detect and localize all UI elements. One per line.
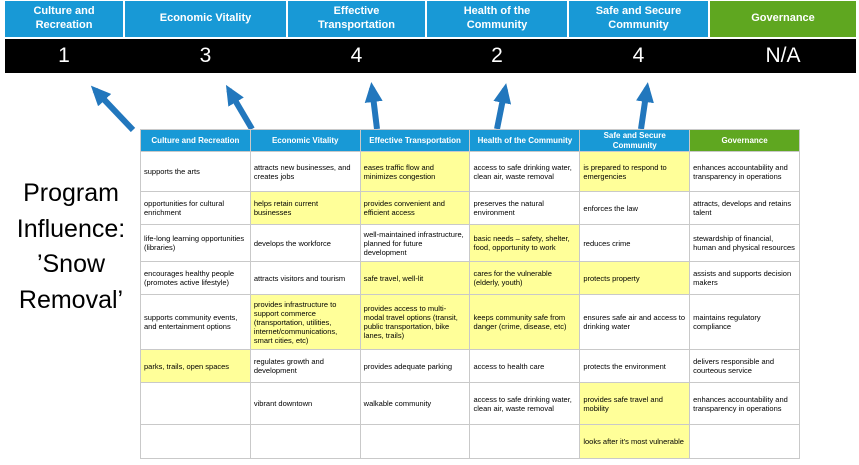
category-header-1: Economic Vitality [125,1,286,37]
matrix-cell: provides convenient and efficient access [359,191,471,225]
score-value: 4 [632,44,645,67]
score-cell-2: 4 [288,39,425,73]
matrix-cell: parks, trails, open spaces [140,349,251,383]
score-cell-4: 4 [569,39,708,73]
matrix-cell: eases traffic flow and minimizes congest… [359,151,471,192]
matrix-cell: vibrant downtown [249,382,361,425]
category-header-label: Economic Vitality [159,12,252,25]
matrix-cell: walkable community [359,382,471,425]
matrix-cell: provides adequate parking [359,349,471,383]
up-arrow-culture [90,85,136,132]
matrix-cell [140,382,251,425]
category-header-3: Health of the Community [427,1,567,37]
matrix-cell: preserves the natural environment [469,191,581,225]
matrix-row: life-long learning opportunities (librar… [140,224,800,262]
matrix-cell: enforces the law [579,191,691,225]
matrix-cell: access to safe drinking water, clean air… [469,151,581,192]
matrix-cell: maintains regulatory compliance [689,294,800,350]
matrix-cell [469,424,581,459]
matrix-cell: ensures safe air and access to drinking … [579,294,691,350]
matrix-header-cell: Culture and Recreation [140,129,251,152]
matrix-cell: stewardship of financial, human and phys… [689,224,800,262]
matrix-cell: safe travel, well-lit [359,261,471,295]
score-cell-5: N/A [710,39,856,73]
up-arrow-transportation [364,82,383,130]
matrix-cell: cares for the vulnerable (elderly, youth… [469,261,581,295]
up-arrow-economic [225,84,255,131]
score-value: 4 [350,44,363,67]
matrix-cell: encourages healthy people (promotes acti… [140,261,251,295]
program-title: Program Influence: ’Snow Removal’ [16,179,126,314]
matrix-cell: looks after it's most vulnerable [579,424,691,459]
matrix-cell: delivers responsible and courteous servi… [689,349,800,383]
category-header-2: Effective Transportation [288,1,425,37]
matrix-cell: basic needs – safety, shelter, food, opp… [469,224,581,262]
matrix-cell: protects the environment [579,349,691,383]
matrix-row: opportunities for cultural enrichment hel… [140,191,800,225]
matrix-cell: reduces crime [579,224,691,262]
matrix-cell: access to safe drinking water, clean air… [469,382,581,425]
matrix-cell: helps retain current businesses [249,191,361,225]
matrix-cell: keeps community safe from danger (crime,… [469,294,581,350]
category-header-4: Safe and Secure Community [569,1,708,37]
score-cell-1: 3 [125,39,286,73]
matrix-header-cell: Governance [689,129,800,152]
matrix-header-cell: Safe and Secure Community [579,129,691,152]
matrix-cell: develops the workforce [249,224,361,262]
matrix-cell: opportunities for cultural enrichment [140,191,251,225]
category-header-label: Governance [751,12,815,25]
matrix-cell [140,424,251,459]
up-arrow-safe [636,82,654,130]
score-arrows [90,82,654,132]
category-header-label: Safe and Secure Community [595,5,682,31]
up-arrow-health [493,83,512,130]
matrix-cell: attracts, develops and retains talent [689,191,800,225]
score-value: N/A [765,44,801,67]
score-value: 1 [58,44,70,67]
matrix-row: vibrant downtown walkable community access… [140,382,800,425]
matrix-cell: attracts visitors and tourism [249,261,361,295]
matrix-header-row: Culture and Recreation Economic Vitality E… [140,129,800,152]
category-header-0: Culture and Recreation [5,1,123,37]
matrix-cell: provides access to multi-modal travel op… [359,294,471,350]
category-header-5: Governance [710,1,856,37]
matrix-cell: supports community events, and entertain… [140,294,251,350]
matrix-cell: provides infrastructure to support comme… [249,294,361,350]
matrix-cell: supports the arts [140,151,251,192]
matrix-cell: assists and supports decision makers [689,261,800,295]
influence-matrix: Culture and Recreation Economic Vitality E… [140,129,800,459]
category-header-label: Health of the Community [463,5,531,31]
score-value: 3 [199,44,212,67]
score-cell-3: 2 [427,39,567,73]
matrix-row: parks, trails, open spaces regulates grow… [140,349,800,383]
matrix-body: supports the arts attracts new businesses… [140,151,800,459]
matrix-row: looks after it's most vulnerable [140,424,800,459]
matrix-row: supports community events, and entertain… [140,294,800,350]
category-header-label: Culture and Recreation [33,5,95,31]
matrix-row: supports the arts attracts new businesses… [140,151,800,192]
matrix-cell [689,424,800,459]
category-header-row: Culture and Recreation Economic Vitality E… [5,1,856,37]
matrix-row: encourages healthy people (promotes acti… [140,261,800,295]
matrix-cell [249,424,361,459]
matrix-header-cell: Economic Vitality [249,129,361,152]
matrix-cell: enhances accountability and transparency… [689,151,800,192]
matrix-cell: regulates growth and development [249,349,361,383]
matrix-cell: well-maintained infrastructure, planned … [359,224,471,262]
matrix-cell: protects property [579,261,691,295]
score-bar: 1 3 4 2 4 N/A [5,39,856,73]
matrix-cell: enhances accountability and transparency… [689,382,800,425]
matrix-cell: access to health care [469,349,581,383]
matrix-cell [359,424,471,459]
category-header-label: Effective Transportation [317,5,395,31]
matrix-header-cell: Health of the Community [469,129,581,152]
matrix-cell: attracts new businesses, and creates job… [249,151,361,192]
score-value: 2 [491,44,503,67]
matrix-header-cell: Effective Transportation [359,129,471,152]
matrix-cell: life-long learning opportunities (librar… [140,224,251,262]
matrix-cell: is prepared to respond to emergencies [579,151,691,192]
matrix-cell: provides safe travel and mobility [579,382,691,425]
score-cell-0: 1 [5,39,123,73]
